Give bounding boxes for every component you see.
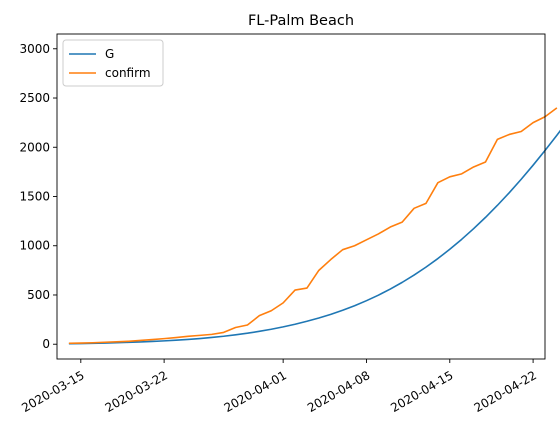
y-tick-label: 2000 [19,140,50,154]
legend-label-g: G [105,47,114,61]
y-tick-label: 0 [42,337,50,351]
y-tick-label: 1500 [19,190,50,204]
series-line-confirm [68,107,558,345]
x-tick-label: 2020-04-08 [305,368,372,415]
x-tick-label: 2020-04-01 [222,368,289,415]
series-lines [68,107,560,345]
series-line-g [68,129,560,345]
x-tick-label: 2020-04-15 [388,368,455,415]
y-tick-label: 2500 [19,91,50,105]
x-tick-label: 2020-03-15 [19,368,86,415]
x-axis-ticks: 2020-03-15 2020-03-22 2020-04-01 2020-04-08… [19,359,539,415]
y-tick-label: 1000 [19,239,50,253]
legend: G confirm [62,39,164,87]
y-axis-ticks: 0 500 1000 1500 2000 2500 3000 [19,42,57,351]
legend-label-confirm: confirm [105,66,151,80]
y-tick-label: 500 [27,288,50,302]
plot-frame [56,33,546,360]
x-tick-label: 2020-03-22 [103,368,170,415]
chart-title: FL-Palm Beach [248,13,354,29]
x-tick-label: 2020-04-22 [472,368,539,415]
y-tick-label: 3000 [19,42,50,56]
legend-box [62,39,164,87]
